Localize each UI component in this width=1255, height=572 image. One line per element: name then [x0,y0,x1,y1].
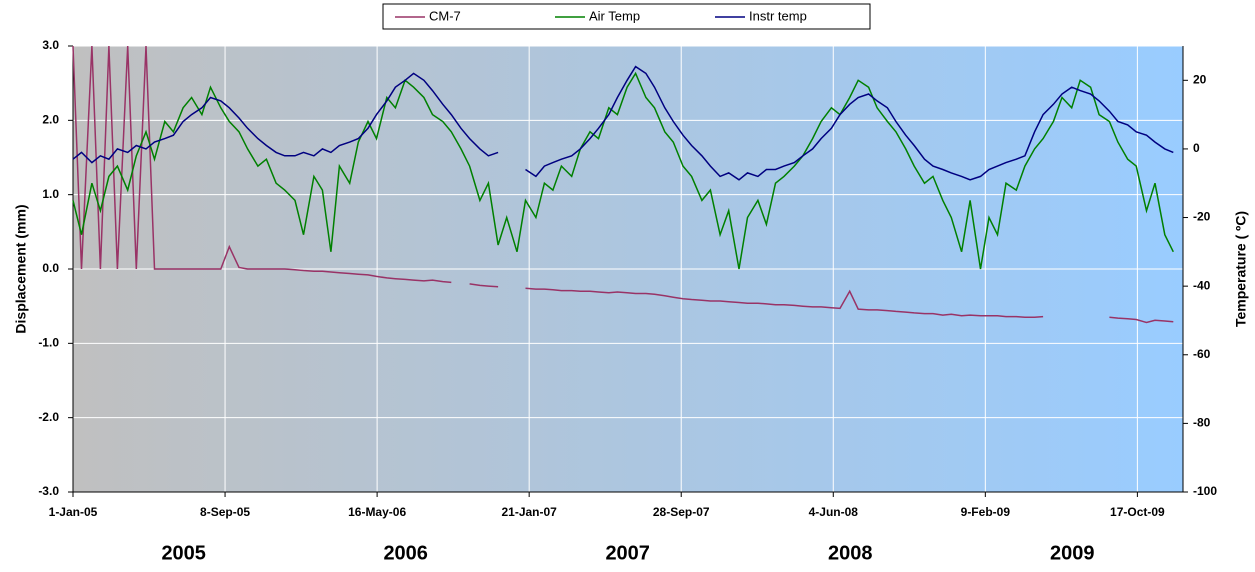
y2-axis-title: Temperature ( ºC) [1233,211,1249,327]
y2-tick-label: -100 [1193,484,1217,498]
y-tick-label: -2.0 [38,410,59,424]
y-axis-title: Displacement (mm) [13,204,29,333]
x-tick-label: 8-Sep-05 [200,505,250,519]
data-line [72,71,1174,270]
x-tick-label: 28-Sep-07 [653,505,710,519]
year-label: 2008 [828,542,873,564]
x-tick-label: 21-Jan-07 [501,505,557,519]
y-tick-label: 3.0 [42,38,59,52]
x-tick-label: 4-Jun-08 [809,505,859,519]
x-tick-label: 17-Oct-09 [1110,505,1165,519]
y-tick-label: -1.0 [38,336,59,350]
legend-label: CM-7 [429,8,461,23]
y2-tick-label: 20 [1193,72,1207,86]
y2-tick-label: -40 [1193,278,1211,292]
y-tick-label: 0.0 [42,261,59,275]
y2-tick-label: -80 [1193,416,1211,430]
year-label: 2009 [1050,542,1095,564]
year-label: 2005 [161,542,206,564]
x-tick-label: 16-May-06 [348,505,406,519]
y-tick-label: 1.0 [42,187,59,201]
legend-box [382,3,871,30]
y-tick-label: 2.0 [42,113,59,127]
y2-tick-label: -20 [1193,210,1211,224]
legend-label: Air Temp [589,8,640,23]
y2-tick-label: 0 [1193,141,1200,155]
data-line [72,65,1174,181]
year-label: 2007 [605,542,650,564]
legend-label: Instr temp [749,8,807,23]
y2-tick-label: -60 [1193,347,1211,361]
x-tick-label: 9-Feb-09 [961,505,1011,519]
y-tick-label: -3.0 [38,484,59,498]
data-line [72,45,1174,324]
year-label: 2006 [383,542,428,564]
x-tick-label: 1-Jan-05 [49,505,98,519]
